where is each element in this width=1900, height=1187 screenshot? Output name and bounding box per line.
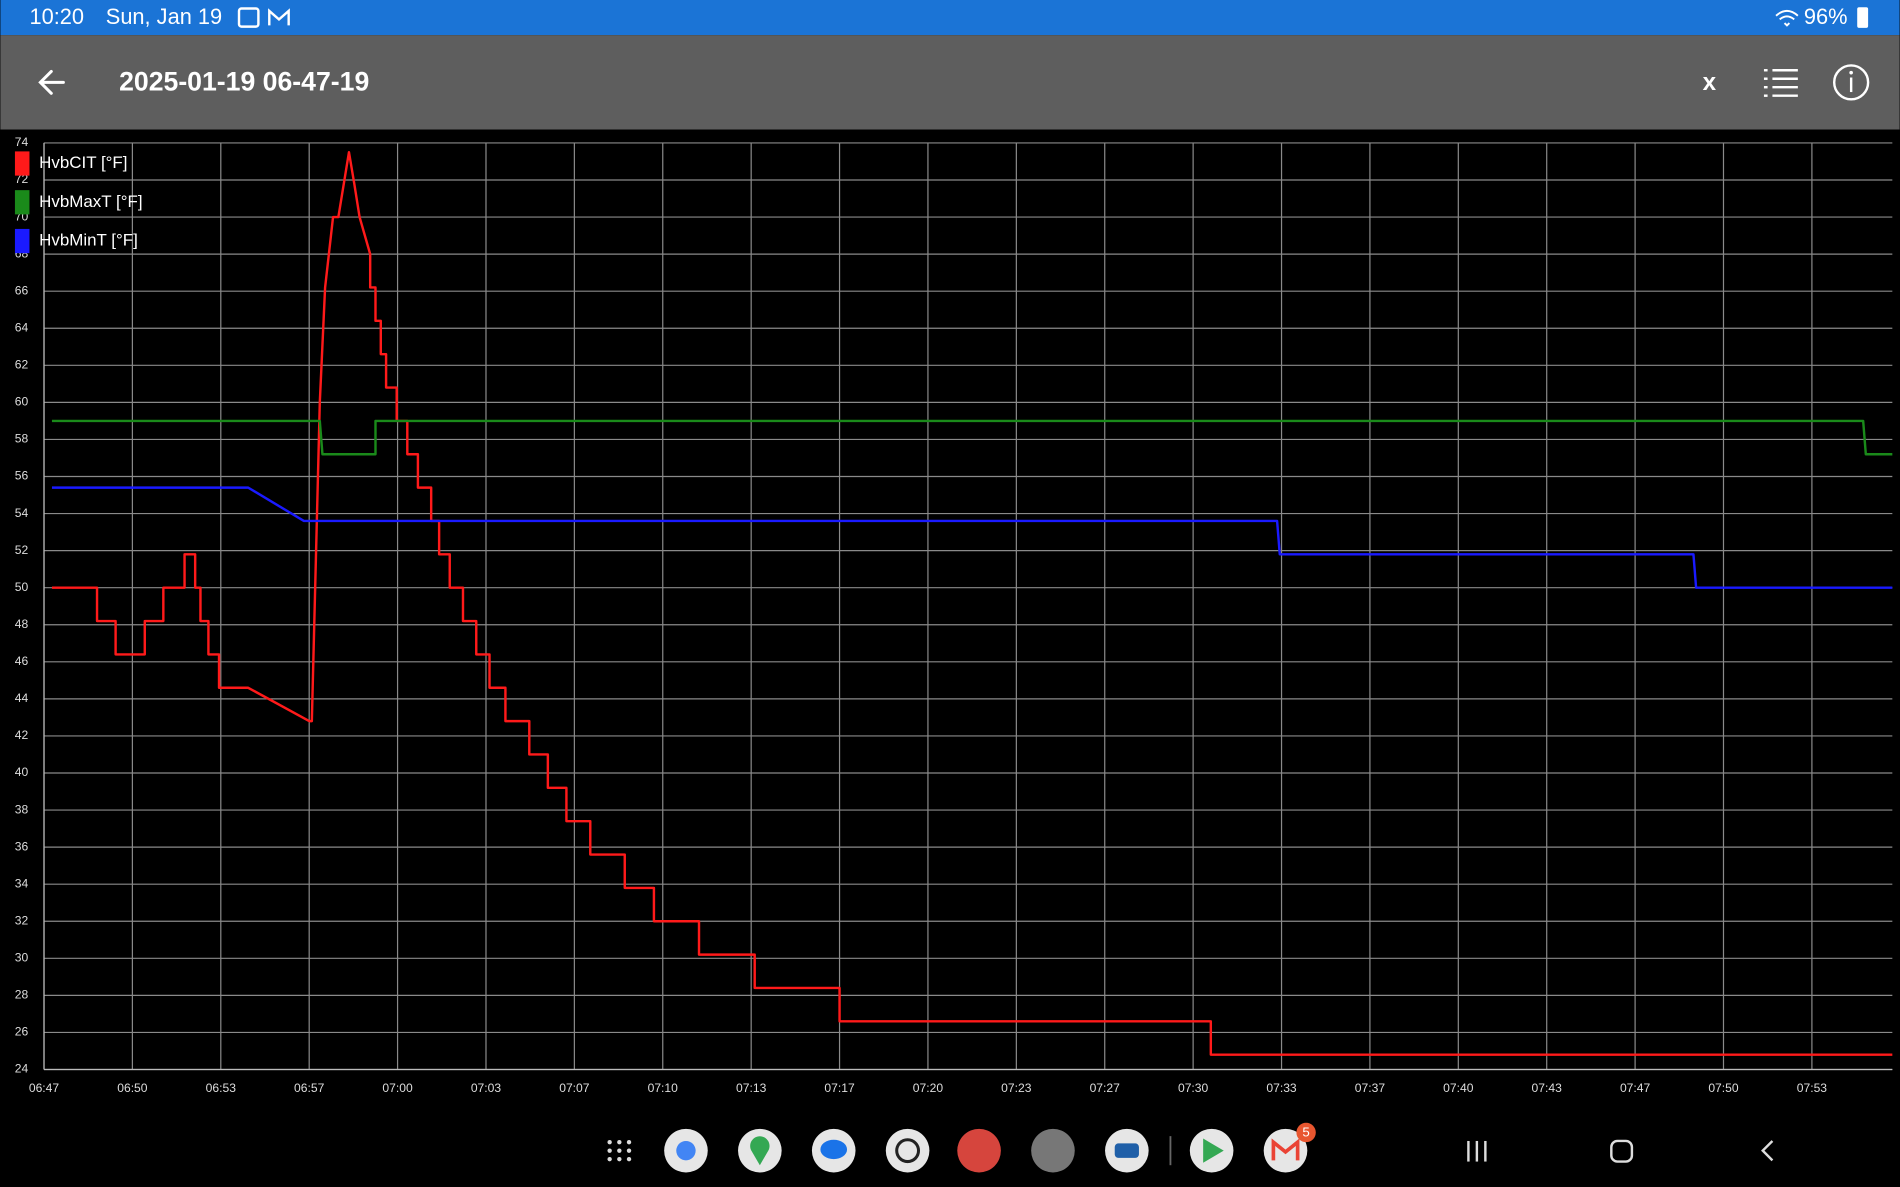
y-tick-label: 50 bbox=[15, 580, 29, 594]
y-tick-label: 28 bbox=[15, 988, 29, 1002]
wifi-icon bbox=[1775, 9, 1799, 27]
x-tick-label: 07:10 bbox=[648, 1081, 679, 1095]
y-tick-label: 40 bbox=[15, 765, 29, 779]
x-tick-label: 07:23 bbox=[1001, 1081, 1032, 1095]
x-tick-label: 07:37 bbox=[1355, 1081, 1386, 1095]
app-drawer-button[interactable] bbox=[607, 1140, 632, 1162]
y-tick-label: 42 bbox=[15, 728, 29, 742]
chart-area bbox=[0, 129, 1900, 1112]
legend-swatch bbox=[14, 151, 30, 176]
x-tick-label: 06:53 bbox=[206, 1081, 237, 1095]
x-tick-label: 07:43 bbox=[1532, 1081, 1563, 1095]
info-button[interactable] bbox=[1832, 64, 1870, 101]
y-tick-label: 58 bbox=[15, 432, 29, 446]
y-tick-label: 52 bbox=[15, 543, 29, 557]
status-bar bbox=[0, 0, 1900, 36]
y-tick-label: 62 bbox=[15, 358, 29, 372]
x-tick-label: 06:57 bbox=[294, 1081, 325, 1095]
y-tick-label: 34 bbox=[15, 876, 29, 890]
y-tick-label: 32 bbox=[15, 913, 29, 927]
x-tick-label: 07:33 bbox=[1266, 1081, 1297, 1095]
y-tick-label: 64 bbox=[15, 320, 29, 334]
home-button[interactable] bbox=[1610, 1139, 1634, 1163]
badge-count: 5 bbox=[1302, 1125, 1309, 1140]
x-tick-label: 07:30 bbox=[1178, 1081, 1209, 1095]
battery-icon bbox=[1857, 7, 1869, 28]
play-logo bbox=[1203, 1138, 1224, 1163]
back-button[interactable] bbox=[38, 69, 65, 95]
x-tick-label: 07:17 bbox=[824, 1081, 855, 1095]
navigation-bar: 5 bbox=[607, 1122, 1774, 1173]
battery-level: 96% bbox=[1804, 4, 1848, 29]
chrome-center bbox=[676, 1140, 696, 1161]
nav-back-button[interactable] bbox=[1761, 1140, 1774, 1162]
x-tick-label: 07:03 bbox=[471, 1081, 502, 1095]
y-tick-label: 38 bbox=[15, 802, 29, 816]
status-time: 10:20 bbox=[29, 4, 84, 29]
obd-logo bbox=[1114, 1143, 1139, 1158]
legend-label: HvbMaxT [°F] bbox=[39, 192, 142, 211]
maps-pin bbox=[750, 1136, 770, 1166]
legend-label: HvbCIT [°F] bbox=[39, 153, 127, 172]
y-tick-label: 24 bbox=[15, 1062, 29, 1076]
y-tick-label: 30 bbox=[15, 951, 29, 965]
recents-button[interactable] bbox=[1467, 1140, 1487, 1162]
x-tick-label: 07:00 bbox=[382, 1081, 413, 1095]
gallery-icon bbox=[237, 7, 260, 28]
x-tick-label: 07:07 bbox=[559, 1081, 590, 1095]
y-tick-label: 60 bbox=[15, 395, 29, 409]
y-tick-label: 44 bbox=[15, 691, 29, 705]
app-title: 2025-01-19 06-47-19 bbox=[119, 67, 369, 97]
x-tick-label: 07:20 bbox=[913, 1081, 944, 1095]
map-app[interactable] bbox=[957, 1128, 1001, 1173]
y-tick-label: 48 bbox=[15, 617, 29, 631]
x-tick-label: 06:50 bbox=[117, 1081, 148, 1095]
status-date: Sun, Jan 19 bbox=[106, 4, 222, 29]
gauge-app[interactable] bbox=[1031, 1128, 1075, 1173]
plot: 24 26 28 30 32 34 36 38 40 42 44 46 48 50 52 54 56 58 60 62… bbox=[15, 135, 1893, 1095]
y-tick-label: 54 bbox=[15, 506, 29, 520]
gmail-icon bbox=[268, 8, 290, 26]
legend-label: HvbMinT [°F] bbox=[39, 231, 138, 250]
x-tick-label: 07:47 bbox=[1620, 1081, 1651, 1095]
x-tick-label: 07:13 bbox=[736, 1081, 767, 1095]
app-bar bbox=[0, 35, 1900, 130]
x-tick-label: 07:53 bbox=[1797, 1081, 1828, 1095]
legend-swatch bbox=[14, 190, 30, 215]
x-tick-label: 06:47 bbox=[29, 1081, 60, 1095]
chatgpt-logo bbox=[895, 1138, 921, 1164]
chatgpt-app[interactable] bbox=[885, 1128, 930, 1173]
y-tick-label: 36 bbox=[15, 839, 29, 853]
messages-bubble bbox=[820, 1139, 848, 1160]
y-tick-label: 56 bbox=[15, 469, 29, 483]
close-button[interactable]: x bbox=[1703, 69, 1717, 96]
y-tick-label: 66 bbox=[15, 283, 29, 297]
series-line bbox=[51, 486, 1893, 589]
x-tick-label: 07:40 bbox=[1443, 1081, 1474, 1095]
x-tick-label: 07:50 bbox=[1708, 1081, 1739, 1095]
list-button[interactable] bbox=[1763, 69, 1798, 97]
notification-badge bbox=[1296, 1122, 1316, 1143]
y-tick-label: 74 bbox=[15, 135, 29, 149]
y-tick-label: 26 bbox=[15, 1025, 29, 1039]
x-tick-label: 07:27 bbox=[1090, 1081, 1121, 1095]
series-line bbox=[51, 419, 1893, 456]
legend: HvbCIT [°F] HvbMaxT [°F] HvbMinT [°F] bbox=[14, 151, 143, 254]
gmail-logo bbox=[1271, 1138, 1300, 1161]
y-tick-label: 72 bbox=[15, 172, 29, 186]
legend-swatch bbox=[14, 228, 30, 254]
y-tick-label: 46 bbox=[15, 654, 29, 668]
